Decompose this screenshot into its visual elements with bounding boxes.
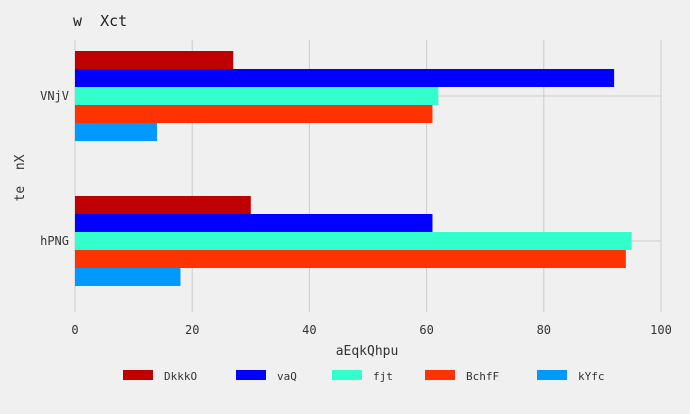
bars [75,51,632,286]
legend-swatch-fjt [332,370,362,380]
bar-DkkkO-hPNG [75,196,251,214]
chart-title: w Xct [73,12,127,30]
legend-label-fjt: fjt [373,370,393,383]
y-axis-label: te nX [13,154,28,201]
bar-fjt-VNjV [75,87,439,105]
legend-swatch-kYfc [537,370,567,380]
x-tick-label: 40 [302,323,316,337]
bar-BchfF-VNjV [75,105,433,123]
legend-label-BchfF: BchfF [466,370,499,383]
y-tick-label: VNjV [40,89,69,103]
bar-DkkkO-VNjV [75,51,234,69]
legend-swatch-DkkkO [123,370,153,380]
bar-vaQ-hPNG [75,214,433,232]
bar-BchfF-hPNG [75,250,626,268]
legend-label-kYfc: kYfc [578,370,605,383]
x-tick-label: 60 [419,323,433,337]
x-tick-label: 0 [71,323,78,337]
legend-label-DkkkO: DkkkO [164,370,197,383]
bar-kYfc-VNjV [75,123,158,141]
bar-kYfc-hPNG [75,268,181,286]
x-tick-label: 100 [650,323,672,337]
y-tick-label: hPNG [40,234,69,248]
legend: DkkkO vaQ fjt BchfF kYfc [123,370,605,383]
x-tick-labels: 0 20 40 60 80 100 [71,323,671,337]
bar-vaQ-VNjV [75,69,615,87]
x-tick-label: 20 [185,323,199,337]
x-tick-label: 80 [537,323,551,337]
x-axis-label: aEqkQhpu [336,344,399,359]
legend-swatch-BchfF [425,370,455,380]
legend-label-vaQ: vaQ [277,370,297,383]
bar-fjt-hPNG [75,232,632,250]
legend-swatch-vaQ [236,370,266,380]
y-tick-labels: VNjV hPNG [40,89,69,248]
